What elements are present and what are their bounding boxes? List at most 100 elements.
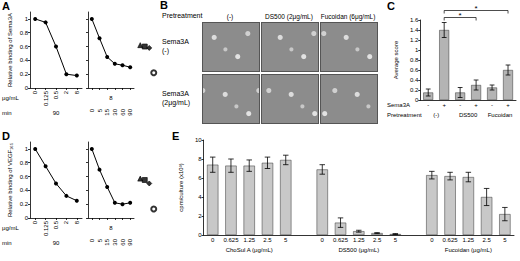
svg-text:0: 0 <box>89 238 95 242</box>
svg-text:*: * <box>459 11 462 20</box>
svg-text:Average score: Average score <box>393 40 399 79</box>
svg-text:DS500 (μg/mL): DS500 (μg/mL) <box>338 247 379 253</box>
svg-text:0.2: 0.2 <box>20 71 29 77</box>
svg-text:8: 8 <box>74 220 80 224</box>
svg-text:0.625: 0.625 <box>333 237 349 243</box>
svg-text:5: 5 <box>503 237 507 243</box>
svg-text:1.4: 1.4 <box>410 27 419 33</box>
svg-text:0.8: 0.8 <box>20 160 29 166</box>
svg-text:0.4: 0.4 <box>410 77 419 83</box>
svg-text:min: min <box>2 110 12 116</box>
svg-text:0: 0 <box>89 108 95 112</box>
svg-text:2: 2 <box>198 213 202 219</box>
svg-text:2.5: 2.5 <box>263 237 272 243</box>
svg-text:0.8: 0.8 <box>20 30 29 36</box>
svg-text:1.6: 1.6 <box>410 17 419 23</box>
svg-text:D: D <box>2 130 10 142</box>
svg-text:C: C <box>387 0 395 12</box>
svg-text:Fucoidan (μg/mL): Fucoidan (μg/mL) <box>445 247 492 253</box>
svg-text:1.2: 1.2 <box>410 37 419 43</box>
svg-text:15: 15 <box>104 108 110 115</box>
svg-text:0.4: 0.4 <box>20 187 29 193</box>
svg-text:0.5: 0.5 <box>53 90 59 99</box>
html-text:B: B <box>160 0 168 11</box>
svg-text:1: 1 <box>415 47 419 53</box>
svg-text:30: 30 <box>112 108 118 115</box>
svg-text:0: 0 <box>32 90 38 94</box>
svg-text:A: A <box>2 0 10 12</box>
svg-text:8: 8 <box>109 95 113 101</box>
svg-text:5: 5 <box>97 108 103 112</box>
svg-text:Pretreatment: Pretreatment <box>387 112 422 118</box>
svg-text:0.2: 0.2 <box>20 201 29 207</box>
svg-text:*: * <box>475 4 478 13</box>
svg-text:0: 0 <box>32 220 38 224</box>
svg-text:μg/mL: μg/mL <box>2 225 19 231</box>
svg-text:5: 5 <box>284 237 288 243</box>
svg-text:8: 8 <box>109 225 113 231</box>
svg-text:0.6: 0.6 <box>20 174 29 180</box>
svg-text:1: 1 <box>25 16 29 22</box>
svg-text:E: E <box>172 130 179 142</box>
svg-text:0: 0 <box>25 85 29 91</box>
svg-text:-: - <box>427 102 429 108</box>
svg-text:0.125: 0.125 <box>43 90 49 106</box>
svg-text:0: 0 <box>430 237 434 243</box>
svg-text:-: - <box>459 102 461 108</box>
svg-text:15: 15 <box>104 238 110 245</box>
svg-text:Sema3A: Sema3A <box>387 102 410 108</box>
svg-text:90: 90 <box>127 108 133 115</box>
svg-text:10: 10 <box>195 137 202 143</box>
svg-text:90: 90 <box>53 240 60 246</box>
svg-text:2: 2 <box>63 90 69 94</box>
svg-text:4: 4 <box>198 194 202 200</box>
svg-text:1.25: 1.25 <box>243 237 255 243</box>
svg-text:DS500: DS500 <box>459 112 478 118</box>
svg-text:Relative binding of VEGF₁₆₅: Relative binding of VEGF₁₆₅ <box>7 142 13 217</box>
svg-text:Relative binding of Sema3A: Relative binding of Sema3A <box>7 13 13 87</box>
svg-text:0.4: 0.4 <box>20 57 29 63</box>
svg-text:8: 8 <box>74 90 80 94</box>
svg-text:-: - <box>491 102 493 108</box>
html-text:DS500 (2μg/mL): DS500 (2μg/mL) <box>265 13 313 20</box>
svg-text:0: 0 <box>25 215 29 221</box>
svg-text:0: 0 <box>321 237 325 243</box>
svg-text:90: 90 <box>127 238 133 245</box>
svg-text:6: 6 <box>198 175 202 181</box>
svg-text:1.25: 1.25 <box>463 237 475 243</box>
svg-text:8: 8 <box>198 156 202 162</box>
svg-text:μg/mL: μg/mL <box>2 95 19 101</box>
svg-text:2.5: 2.5 <box>373 237 382 243</box>
svg-text:1.25: 1.25 <box>353 237 365 243</box>
svg-text:+: + <box>506 102 510 108</box>
svg-text:0.6: 0.6 <box>410 67 419 73</box>
svg-text:Fucoidan: Fucoidan <box>488 112 513 118</box>
svg-text:1: 1 <box>25 146 29 152</box>
svg-text:0: 0 <box>211 237 215 243</box>
svg-text:0.625: 0.625 <box>223 237 239 243</box>
svg-text:60: 60 <box>120 108 126 115</box>
svg-text:(-): (-) <box>433 112 439 118</box>
svg-text:+: + <box>474 102 478 108</box>
svg-text:0.625: 0.625 <box>443 237 459 243</box>
svg-text:0.6: 0.6 <box>20 44 29 50</box>
svg-text:2: 2 <box>63 220 69 224</box>
html-text:Fucoidan (6μg/mL): Fucoidan (6μg/mL) <box>320 13 376 20</box>
svg-text:90: 90 <box>53 110 60 116</box>
svg-text:cpm/culture (x10³): cpm/culture (x10³) <box>178 163 184 211</box>
svg-text:+: + <box>442 102 446 108</box>
svg-text:0.8: 0.8 <box>410 57 419 63</box>
svg-text:0: 0 <box>415 97 419 103</box>
svg-text:5: 5 <box>394 237 398 243</box>
svg-text:0.2: 0.2 <box>410 87 419 93</box>
svg-text:0.5: 0.5 <box>53 220 59 229</box>
svg-text:2.5: 2.5 <box>482 237 491 243</box>
svg-text:min: min <box>2 240 12 246</box>
svg-text:30: 30 <box>112 238 118 245</box>
html-text:Pretreatment: Pretreatment <box>162 12 203 19</box>
svg-text:ChoSul A (μg/mL): ChoSul A (μg/mL) <box>226 247 273 253</box>
svg-text:0.125: 0.125 <box>43 220 49 236</box>
svg-text:5: 5 <box>97 238 103 242</box>
svg-text:60: 60 <box>120 238 126 245</box>
svg-text:0: 0 <box>198 232 202 238</box>
